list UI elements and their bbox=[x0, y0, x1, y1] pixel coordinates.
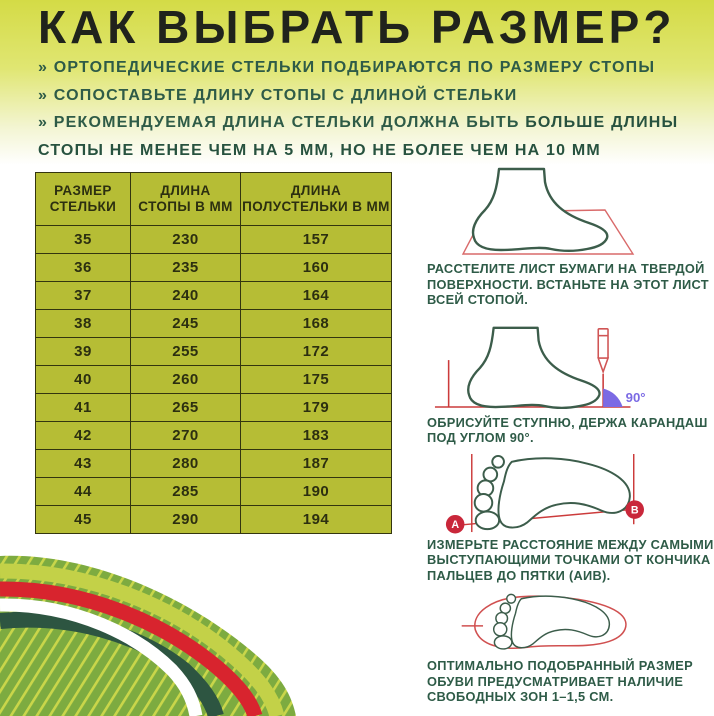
table-header-row: РАЗМЕР СТЕЛЬКИ ДЛИНА СТОПЫ В ММ ДЛИНА ПОЛУСТЕ… bbox=[35, 172, 392, 226]
table-cell: 172 bbox=[240, 337, 392, 366]
step-3-caption: ИЗМЕРЬТЕ РАССТОЯНИЕ МЕЖДУ САМЫМИ ВЫСТУПА… bbox=[427, 536, 714, 583]
table-row: 40 260 175 bbox=[35, 365, 392, 394]
table-row: 37 240 164 bbox=[35, 281, 392, 310]
bullet-3-plain: » РЕКОМЕНДУЕМАЯ ДЛИНА СТЕЛЬКИ ДОЛЖНА БЫТ… bbox=[38, 114, 526, 131]
table-cell: 183 bbox=[240, 421, 392, 450]
bullet-1: » ОРТОПЕДИЧЕСКИЕ СТЕЛЬКИ ПОДБИРАЮТСЯ ПО … bbox=[38, 59, 656, 76]
table-cell: 35 bbox=[35, 225, 131, 254]
angle-arc bbox=[603, 387, 623, 407]
bullet-2: » СОПОСТАВЬТЕ ДЛИНУ СТОПЫ С ДЛИНОЙ СТЕЛЬ… bbox=[38, 87, 518, 104]
header-band: КАК ВЫБРАТЬ РАЗМЕР? » ОРТОПЕДИЧЕСКИЕ СТЕ… bbox=[0, 0, 714, 170]
table-cell: 290 bbox=[130, 505, 241, 534]
foot-pencil-icon: 90° bbox=[434, 326, 646, 409]
footprint-insole-icon bbox=[461, 593, 627, 650]
instruction-steps: РАССТЕЛИТЕ ЛИСТ БУМАГИ НА ТВЕРДОЙ ПОВЕРХ… bbox=[427, 166, 714, 713]
table-cell: 265 bbox=[130, 393, 241, 422]
table-cell: 270 bbox=[130, 421, 241, 450]
column-header: ДЛИНА ПОЛУСТЕЛЬКИ В ММ bbox=[240, 172, 392, 226]
table-cell: 285 bbox=[130, 477, 241, 506]
point-a-label: А bbox=[451, 519, 459, 531]
table-cell: 38 bbox=[35, 309, 131, 338]
table-cell: 255 bbox=[130, 337, 241, 366]
point-b-badge: В bbox=[625, 499, 644, 519]
point-b-label: В bbox=[631, 504, 639, 516]
footprint-measure-icon: А В bbox=[445, 453, 644, 534]
wave-band-white bbox=[0, 598, 203, 716]
table-cell: 42 bbox=[35, 421, 131, 450]
column-header: ДЛИНА СТОПЫ В ММ bbox=[130, 172, 241, 226]
step-3: А В ИЗМЕРЬТЕ РАССТОЯНИЕ МЕЖДУ САМЫМИ ВЫС… bbox=[427, 453, 714, 584]
table-row: 41 265 179 bbox=[35, 393, 392, 422]
size-table: РАЗМЕР СТЕЛЬКИ ДЛИНА СТОПЫ В ММ ДЛИНА ПОЛУСТЕ… bbox=[35, 172, 392, 534]
table-row: 35 230 157 bbox=[35, 225, 392, 254]
table-row: 36 235 160 bbox=[35, 253, 392, 282]
table-cell: 44 bbox=[35, 477, 131, 506]
table-row: 38 245 168 bbox=[35, 309, 392, 338]
table-cell: 175 bbox=[240, 365, 392, 394]
bullet-3-bold: БОЛЬШЕ ДЛИНЫ СТОПЫ НЕ МЕНЕЕ ЧЕМ НА 5 ММ,… bbox=[38, 114, 679, 159]
table-cell: 168 bbox=[240, 309, 392, 338]
decorative-waves bbox=[0, 555, 296, 716]
table-cell: 179 bbox=[240, 393, 392, 422]
table-cell: 45 bbox=[35, 505, 131, 534]
page-title: КАК ВЫБРАТЬ РАЗМЕР? bbox=[38, 1, 676, 53]
step-2-caption: ОБРИСУЙТЕ СТУПНЮ, ДЕРЖА КАРАНДАШ ПОД УГЛ… bbox=[427, 414, 708, 446]
footprint-outline bbox=[473, 454, 631, 530]
table-cell: 187 bbox=[240, 449, 392, 478]
table-row: 44 285 190 bbox=[35, 477, 392, 506]
step-4-caption: ОПТИМАЛЬНО ПОДОБРАННЫЙ РАЗМЕР ОБУВИ ПРЕД… bbox=[427, 658, 693, 704]
table-cell: 260 bbox=[130, 365, 241, 394]
point-a-badge: А bbox=[445, 514, 465, 534]
table-cell: 40 bbox=[35, 365, 131, 394]
table-cell: 190 bbox=[240, 477, 392, 506]
table-cell: 160 bbox=[240, 253, 392, 282]
table-cell: 41 bbox=[35, 393, 131, 422]
table-cell: 43 bbox=[35, 449, 131, 478]
table-cell: 37 bbox=[35, 281, 131, 310]
table-row: 43 280 187 bbox=[35, 449, 392, 478]
table-cell: 157 bbox=[240, 225, 392, 254]
table-row: 45 290 194 bbox=[35, 505, 392, 534]
step-2: 90° ОБРИСУЙТЕ СТУПНЮ, ДЕРЖА КАРАНДАШ ПОД… bbox=[427, 316, 714, 446]
angle-label: 90° bbox=[626, 390, 646, 405]
table-cell: 164 bbox=[240, 281, 392, 310]
table-cell: 240 bbox=[130, 281, 241, 310]
table-row: 42 270 183 bbox=[35, 421, 392, 450]
wave-band-red bbox=[0, 581, 263, 716]
table-row: 39 255 172 bbox=[35, 337, 392, 366]
table-cell: 39 bbox=[35, 337, 131, 366]
table-cell: 230 bbox=[130, 225, 241, 254]
pencil-icon bbox=[597, 327, 610, 374]
step-1-caption: РАССТЕЛИТЕ ЛИСТ БУМАГИ НА ТВЕРДОЙ ПОВЕРХ… bbox=[427, 261, 709, 307]
table-cell: 36 bbox=[35, 253, 131, 282]
bullet-3: » РЕКОМЕНДУЕМАЯ ДЛИНА СТЕЛЬКИ ДОЛЖНА БЫТ… bbox=[38, 109, 690, 165]
table-cell: 245 bbox=[130, 309, 241, 338]
column-header: РАЗМЕР СТЕЛЬКИ bbox=[35, 172, 131, 226]
table-cell: 235 bbox=[130, 253, 241, 282]
step-4: ОПТИМАЛЬНО ПОДОБРАННЫЙ РАЗМЕР ОБУВИ ПРЕД… bbox=[427, 591, 714, 705]
step-1: РАССТЕЛИТЕ ЛИСТ БУМАГИ НА ТВЕРДОЙ ПОВЕРХ… bbox=[427, 166, 714, 308]
table-cell: 194 bbox=[240, 505, 392, 534]
table-cell: 280 bbox=[130, 449, 241, 478]
foot-on-paper-icon bbox=[461, 167, 635, 255]
wave-band-yellow bbox=[0, 563, 285, 716]
